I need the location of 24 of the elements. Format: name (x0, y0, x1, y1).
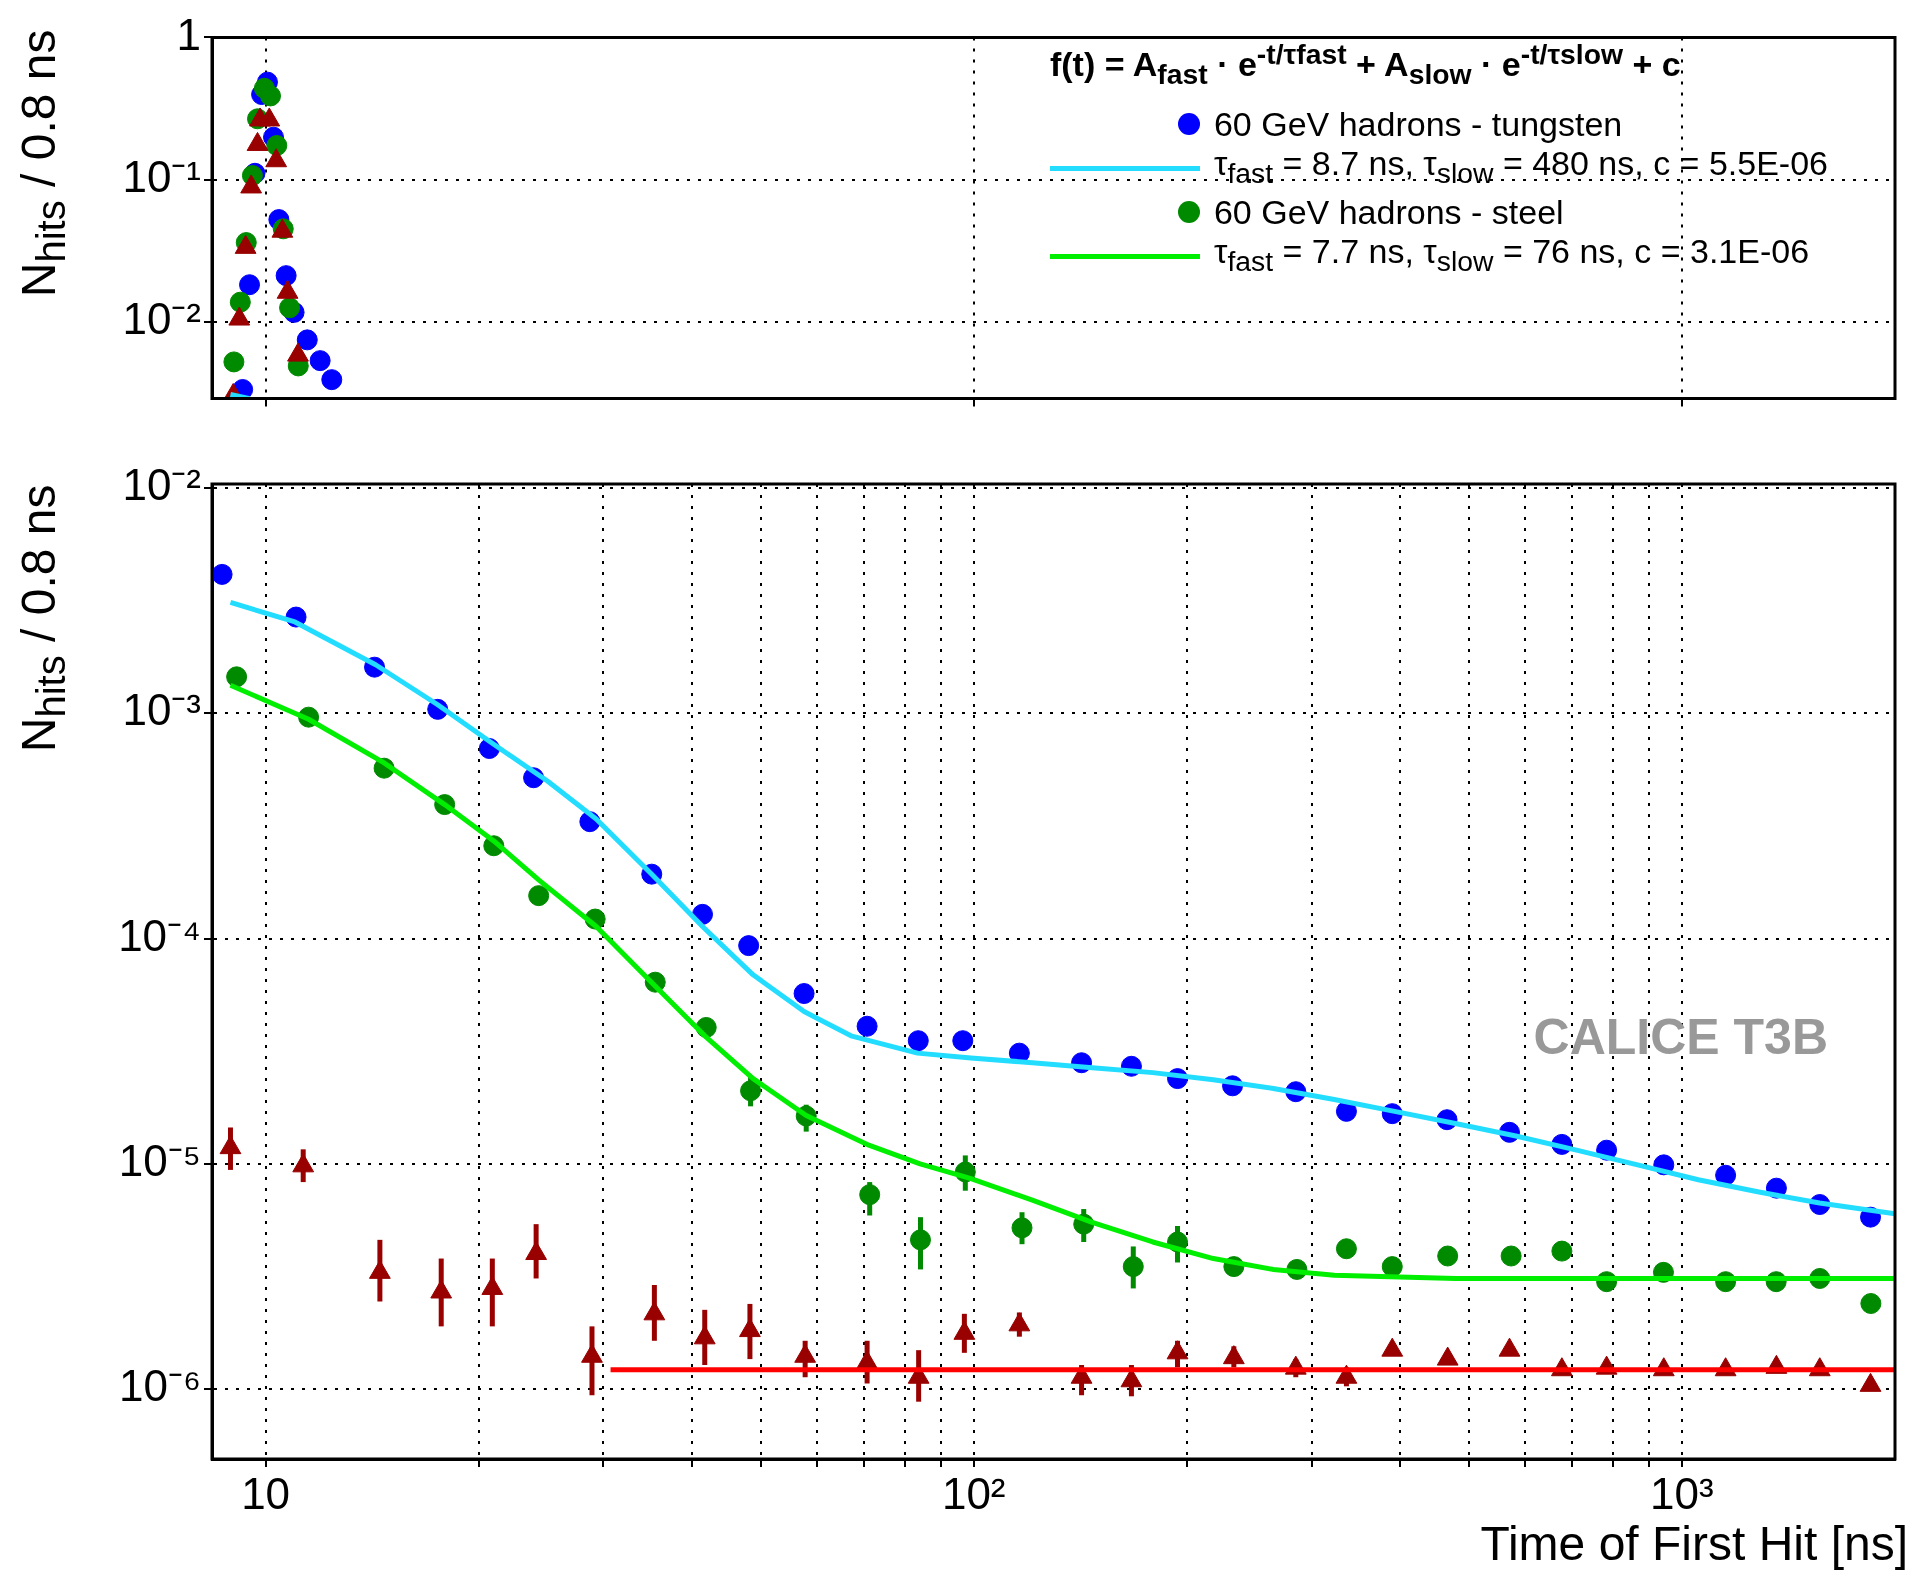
y-tick-label: 10⁻¹ (122, 151, 201, 201)
y-tick-label: 10⁻⁶ (118, 1361, 201, 1411)
point (260, 85, 281, 107)
y-tick-label: 10⁻² (122, 294, 201, 344)
y-tick-label: 10⁻³ (122, 685, 201, 735)
legend-label: τ$_{fast}$ = 8.7 ns, τ$_{slow}$ = 480 ns, c = 5.5E-06 (1213, 143, 1828, 192)
x-tick-label: 10³ (1650, 1468, 1714, 1518)
annotation: CALICE T3B (1533, 1008, 1828, 1066)
x-axis-title: Time of First Hit [ns] (1480, 1517, 1908, 1570)
point (229, 291, 251, 313)
text: f(t) = A$_{fast}$ · e$^{-t/τfast}$ + A$_{slow}$ · e$^{-t/τslow}$ + c (1049, 38, 1681, 91)
x-tick-label: 10² (941, 1468, 1006, 1518)
point (223, 351, 245, 373)
legend-label: 60 GeV hadrons - tungsten (1213, 104, 1623, 146)
legend-label: 60 GeV hadrons - steel (1213, 192, 1564, 234)
y-tick-label: 1 (176, 9, 201, 59)
x-tick-label: 10 (241, 1468, 291, 1518)
y-tick-label: 10⁻⁴ (118, 910, 201, 960)
point (296, 329, 318, 351)
point (275, 265, 297, 287)
y-tick-label: 10⁻² (122, 459, 201, 509)
y-tick-label: 10⁻⁵ (118, 1135, 201, 1185)
legend-label: τ$_{fast}$ = 7.7 ns, τ$_{slow}$ = 76 ns, c = 3.1E-06 (1213, 231, 1810, 280)
point (239, 274, 261, 296)
